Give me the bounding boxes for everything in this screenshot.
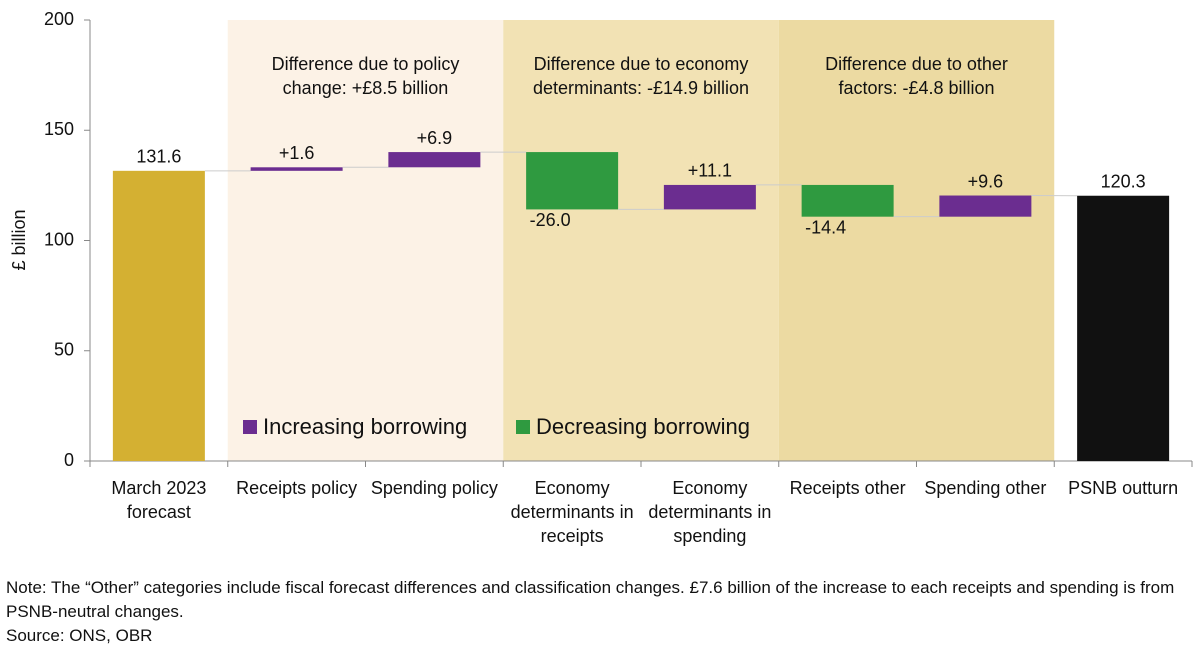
y-tick-label: 200	[44, 9, 74, 29]
y-axis-label: £ billion	[9, 209, 29, 270]
y-tick-label: 100	[44, 229, 74, 249]
bar	[388, 152, 481, 168]
data-label: 131.6	[136, 147, 181, 167]
chart: £ billion 0 50 100 150 200 131.6 +1.6 +6.9 -26.0…	[9, 9, 1193, 470]
data-label: -26.0	[530, 210, 571, 230]
bar	[250, 167, 343, 171]
data-label: +6.9	[417, 128, 453, 148]
bar	[1077, 195, 1170, 461]
data-label: -14.4	[805, 217, 846, 237]
region-label: Difference due to economy determinants: …	[532, 54, 750, 98]
note: Note: The “Other” categories include fis…	[6, 578, 1175, 621]
bar	[663, 184, 756, 210]
region-label: Difference due to policy change: +£8.5 b…	[271, 54, 460, 98]
legend-item: Decreasing borrowing	[516, 414, 750, 440]
data-label: +1.6	[279, 143, 315, 163]
x-tick-label: Economy determinants in receipts	[510, 478, 634, 546]
y-tick-label: 150	[44, 119, 74, 139]
region	[503, 20, 779, 461]
data-label: +9.6	[968, 171, 1004, 191]
legend-swatch	[243, 420, 257, 434]
legend-item: Increasing borrowing	[243, 414, 467, 440]
x-tick-label: PSNB outturn	[1068, 478, 1179, 498]
bar	[526, 152, 619, 210]
y-tick-label: 0	[64, 450, 74, 470]
legend-swatch	[516, 420, 530, 434]
x-tick-label: Spending policy	[370, 478, 498, 498]
legend-label: Increasing borrowing	[263, 414, 468, 439]
region	[227, 20, 504, 461]
data-label: 120.3	[1101, 171, 1146, 191]
y-tick-label: 50	[54, 340, 74, 360]
legend-label: Decreasing borrowing	[536, 414, 750, 439]
region	[778, 20, 1055, 461]
x-tick-label: Spending other	[924, 478, 1047, 498]
bar	[112, 170, 205, 461]
bar	[939, 195, 1032, 217]
data-label: +11.1	[688, 161, 732, 181]
source: Source: ONS, OBR	[6, 626, 153, 645]
bar	[801, 184, 894, 217]
x-tick-label: Economy determinants in spending	[648, 478, 772, 546]
region-label: Difference due to other factors: -£4.8 b…	[825, 54, 1008, 98]
x-tick-label: Receipts other	[789, 478, 906, 498]
x-tick-label: Receipts policy	[236, 478, 358, 498]
x-tick-label: March 2023 forecast	[111, 478, 207, 522]
